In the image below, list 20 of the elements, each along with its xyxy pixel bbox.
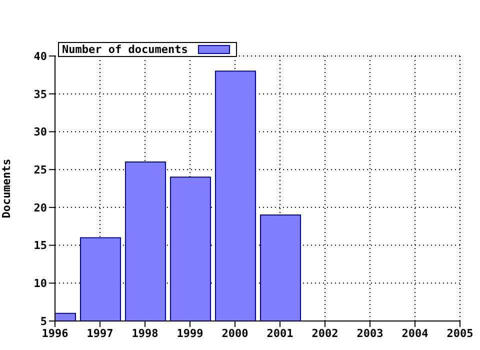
y-tick-label: 30 <box>34 126 47 139</box>
x-tick-label: 2004 <box>402 326 429 340</box>
x-tick-label: 1999 <box>176 326 204 340</box>
x-tick-label: 1997 <box>86 326 114 340</box>
x-tick-label: 2003 <box>356 326 384 340</box>
y-axis-title: Documents <box>0 158 13 218</box>
x-tick-label: 2001 <box>266 326 294 340</box>
y-tick-label: 35 <box>34 88 47 101</box>
x-tick-label: 2005 <box>446 326 474 340</box>
x-tick-label: 1996 <box>42 326 69 340</box>
y-tick-label: 5 <box>40 314 47 328</box>
y-tick-label: 40 <box>34 50 47 63</box>
y-tick-label: 10 <box>34 277 47 290</box>
x-tick-label: 1998 <box>132 326 158 340</box>
x-tick-label: 2000 <box>222 326 248 340</box>
x-tick-label: 2002 <box>312 326 338 340</box>
y-tick-label: 25 <box>34 163 47 176</box>
y-tick-label: 20 <box>34 201 47 214</box>
y-tick-label: 15 <box>34 239 47 252</box>
legend-label: Number of documents <box>62 43 188 56</box>
